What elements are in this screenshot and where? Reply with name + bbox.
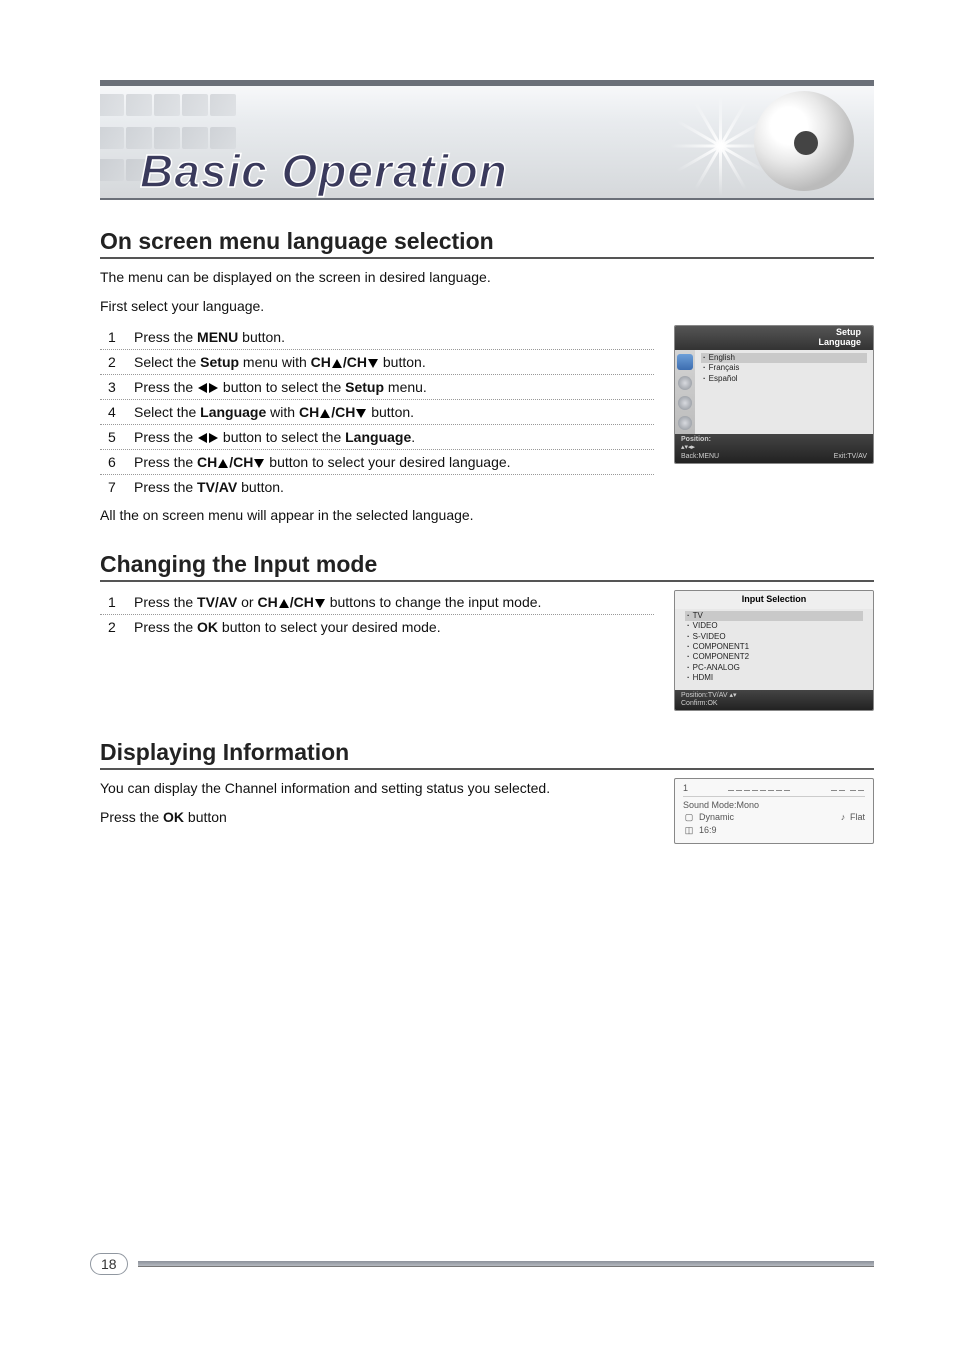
step-row: 2 Select the Setup menu with CH/CH butto…: [100, 350, 654, 375]
osd-tab-icon: [678, 396, 692, 410]
aspect-icon: ◫: [683, 825, 695, 836]
after-note: All the on screen menu will appear in th…: [100, 507, 654, 523]
chapter-banner: Basic Operation: [100, 80, 874, 200]
section-title-display: Displaying Information: [100, 739, 874, 770]
osd-item: COMPONENT2: [685, 652, 863, 662]
osd-tab-icon: [677, 354, 693, 370]
osd-item: S-VIDEO: [685, 632, 863, 642]
step-row: 4 Select the Language with CH/CH button.: [100, 400, 654, 425]
step-row: 5 Press the button to select the Languag…: [100, 425, 654, 450]
steps-list: 1 Press the TV/AV or CH/CH buttons to ch…: [100, 590, 654, 639]
osd-item: TV: [685, 611, 863, 621]
osd-setup-language: SetupLanguage English Français Español: [674, 325, 874, 464]
step-row: 3 Press the button to select the Setup m…: [100, 375, 654, 400]
osd-item: VIDEO: [685, 621, 863, 631]
press-ok-text: Press the OK button: [100, 807, 654, 828]
step-row: 6 Press the CH/CH button to select your …: [100, 450, 654, 475]
banner-flower-deco: [654, 91, 854, 200]
osd-item: PC-ANALOG: [685, 663, 863, 673]
osd-item: Español: [701, 374, 867, 384]
chapter-title: Basic Operation: [140, 144, 508, 198]
step-row: 1 Press the TV/AV or CH/CH buttons to ch…: [100, 590, 654, 615]
page-footer: 18: [90, 1253, 874, 1275]
osd-input-selection: Input Selection TV VIDEO S-VIDEO COMPONE…: [674, 590, 874, 711]
footer-line: [138, 1261, 874, 1267]
page-number: 18: [90, 1253, 128, 1275]
sound-mode-icon: ♪: [838, 812, 848, 822]
osd-channel-info: 1 Sound Mode:Mono ▢Dynamic ♪Flat ◫16:9: [674, 778, 874, 844]
section-title-input: Changing the Input mode: [100, 551, 874, 582]
osd-item: English: [701, 353, 867, 363]
osd-item: COMPONENT1: [685, 642, 863, 652]
step-row: 1 Press the MENU button.: [100, 325, 654, 350]
osd-item: Français: [701, 363, 867, 373]
step-row: 2 Press the OK button to select your des…: [100, 615, 654, 639]
intro-text: First select your language.: [100, 296, 874, 317]
intro-text: The menu can be displayed on the screen …: [100, 267, 874, 288]
picture-mode-icon: ▢: [683, 812, 695, 823]
step-row: 7 Press the TV/AV button.: [100, 475, 654, 499]
osd-tab-icon: [678, 416, 692, 430]
osd-tab-icon: [678, 376, 692, 390]
osd-item: HDMI: [685, 673, 863, 683]
steps-list: 1 Press the MENU button. 2 Select the Se…: [100, 325, 654, 499]
intro-text: You can display the Channel information …: [100, 778, 654, 799]
section-title-language: On screen menu language selection: [100, 228, 874, 259]
